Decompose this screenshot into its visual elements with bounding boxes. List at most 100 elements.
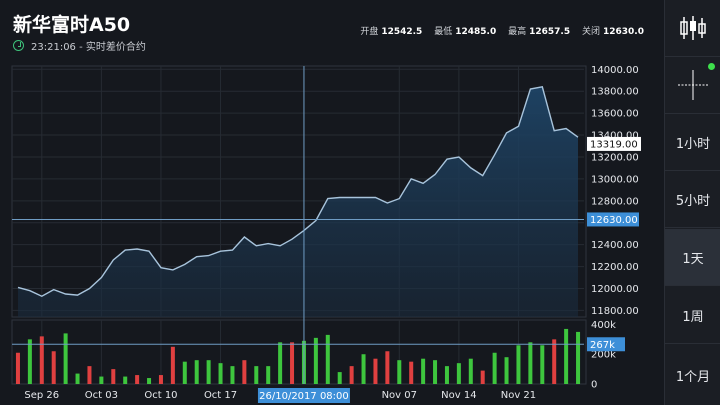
price-tick-label: 11800.00 <box>591 306 639 317</box>
volume-bar <box>576 331 581 384</box>
volume-level-tag <box>587 337 625 352</box>
volume-bar <box>123 376 128 384</box>
price-tick-label: 12800.00 <box>591 196 639 207</box>
volume-tick-label: 0 <box>591 380 597 391</box>
close-label: 关闭 <box>581 27 600 37</box>
crosshair-icon <box>678 70 708 100</box>
price-tick-label: 13200.00 <box>591 152 639 163</box>
volume-bar <box>87 366 92 384</box>
volume-panel <box>11 319 587 385</box>
volume-bar <box>135 375 140 384</box>
volume-bar <box>528 342 533 384</box>
timeframe-1m[interactable]: 1个月 <box>675 370 711 385</box>
ohlc-stats: 开盘 12542.5 最低 12485.0 最高 12657.5 关闭 12630.0 <box>360 24 644 37</box>
price-tick-label: 12000.00 <box>591 284 639 295</box>
volume-bar <box>397 360 402 384</box>
volume-bar <box>63 333 68 384</box>
candlestick-icon <box>680 16 706 40</box>
low-label: 最低 <box>434 27 453 37</box>
volume-bar <box>361 354 366 384</box>
volume-bar <box>480 370 485 384</box>
active-indicator-dot <box>708 63 715 70</box>
date-tick-label: Nov 21 <box>501 390 536 401</box>
timestamp: 23:21:06 - 实时差价合约 <box>31 42 146 53</box>
crosshair-date-label: 26/10/2017 08:00 <box>259 391 349 402</box>
volume-bar <box>492 352 497 384</box>
volume-bar <box>349 366 354 384</box>
volume-bar <box>373 358 378 384</box>
volume-bar <box>75 373 80 384</box>
volume-bar <box>51 351 56 384</box>
volume-bar <box>278 342 283 384</box>
volume-bar <box>313 337 318 384</box>
volume-bar <box>254 366 259 384</box>
close-price-label: 12630.00 <box>590 215 638 226</box>
price-area <box>18 86 578 317</box>
date-tick-label: Oct 10 <box>144 390 177 401</box>
timeframe-1h[interactable]: 1小时 <box>665 114 720 171</box>
timeframe-5h[interactable]: 5小时 <box>665 171 720 228</box>
volume-bar <box>158 375 163 384</box>
timeframe-sidebar: 1小时 5小时 1天 1周 1个月 <box>664 0 720 405</box>
current-price-label: 13319.00 <box>590 139 638 150</box>
volume-bar <box>242 360 247 384</box>
volume-bar <box>504 357 509 384</box>
high-value: 12657.5 <box>529 27 571 37</box>
volume-bar <box>290 342 295 384</box>
price-tick-label: 13400.00 <box>591 131 639 142</box>
volume-level-label: 267k <box>590 340 615 351</box>
volume-bar <box>206 360 211 384</box>
date-tick-label: Nov 07 <box>382 390 417 401</box>
date-tick-label: Oct 03 <box>85 390 118 401</box>
price-tick-label: 12200.00 <box>591 262 639 273</box>
chart-overlay: 12630.00 13319.00 267k 26/10/2017 08:00 <box>12 66 641 403</box>
volume-bar <box>337 372 342 384</box>
volume-bar <box>552 339 557 384</box>
price-tick-label: 13800.00 <box>591 87 639 98</box>
price-chart[interactable]: 14000.00 13800.00 13600.00 13400.00 13200.00… <box>0 0 664 405</box>
chart-axis-labels: 14000.00 13800.00 13600.00 13400.00 13200.00… <box>24 65 638 401</box>
price-tick-label: 13000.00 <box>591 174 639 185</box>
volume-tick-label: 200k <box>591 350 616 361</box>
volume-bar <box>218 363 223 384</box>
header: 新华富时A50 23:21:06 - 实时差价合约 开盘 12542.5 最低 12… <box>0 0 664 60</box>
volume-bar <box>325 334 330 384</box>
volume-bar <box>39 336 44 384</box>
volume-bar <box>266 366 271 384</box>
volume-bar <box>516 345 521 384</box>
volume-bar <box>230 366 235 384</box>
timestamp-line: 23:21:06 - 实时差价合约 <box>13 38 146 53</box>
volume-bar <box>99 376 104 384</box>
volume-tick-label: 400k <box>591 320 616 331</box>
volume-bar <box>540 345 545 384</box>
instrument-title: 新华富时A50 <box>13 14 131 36</box>
volume-bar <box>456 363 461 384</box>
volume-bar <box>444 366 449 384</box>
price-tick-label: 14000.00 <box>591 65 639 76</box>
volume-bar <box>564 328 569 384</box>
volume-bar <box>27 339 32 384</box>
crosshair-button[interactable] <box>665 57 720 114</box>
low-value: 12485.0 <box>455 27 497 37</box>
open-value: 12542.5 <box>381 27 423 37</box>
chart-type-button[interactable] <box>665 0 720 57</box>
volume-bar <box>15 352 20 384</box>
volume-bar <box>182 361 187 384</box>
volume-bars <box>15 328 581 384</box>
date-tick-label: Nov 14 <box>441 390 476 401</box>
timeframe-1d[interactable]: 1天 <box>665 229 720 286</box>
price-tick-label: 13600.00 <box>591 109 639 120</box>
price-line <box>17 85 579 297</box>
volume-bar <box>433 360 438 384</box>
date-tick-label: Oct 17 <box>204 390 237 401</box>
clock-icon <box>13 40 24 51</box>
date-tick-label: Sep 26 <box>24 390 59 401</box>
volume-bar <box>468 358 473 384</box>
close-value: 12630.0 <box>603 27 644 37</box>
volume-bar <box>421 358 426 384</box>
volume-bar <box>385 351 390 384</box>
timeframe-1w[interactable]: 1周 <box>665 287 720 344</box>
high-label: 最高 <box>508 27 527 37</box>
volume-bar <box>194 360 199 384</box>
volume-bar <box>170 346 175 384</box>
